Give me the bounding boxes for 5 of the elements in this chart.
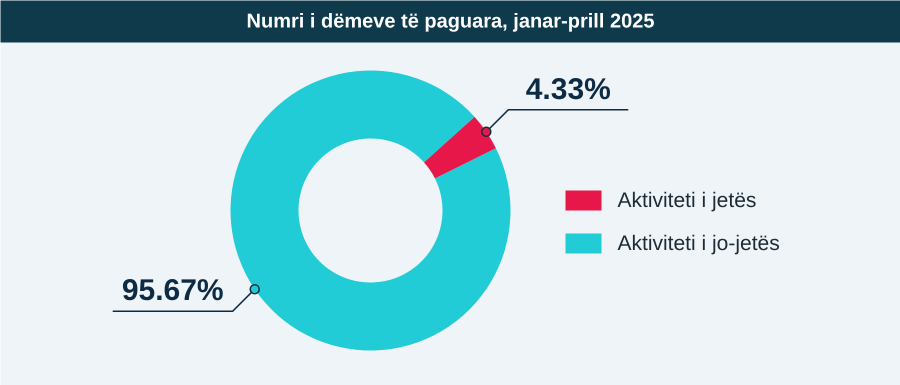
data-label: 4.33%: [526, 72, 611, 106]
legend-label: Aktiviteti i jo-jetës: [618, 232, 780, 255]
chart-title: Numri i dëmeve të paguara, janar-prill 2025: [246, 10, 654, 32]
data-label: 95.67%: [122, 274, 224, 308]
legend-label: Aktiviteti i jetës: [618, 189, 756, 212]
